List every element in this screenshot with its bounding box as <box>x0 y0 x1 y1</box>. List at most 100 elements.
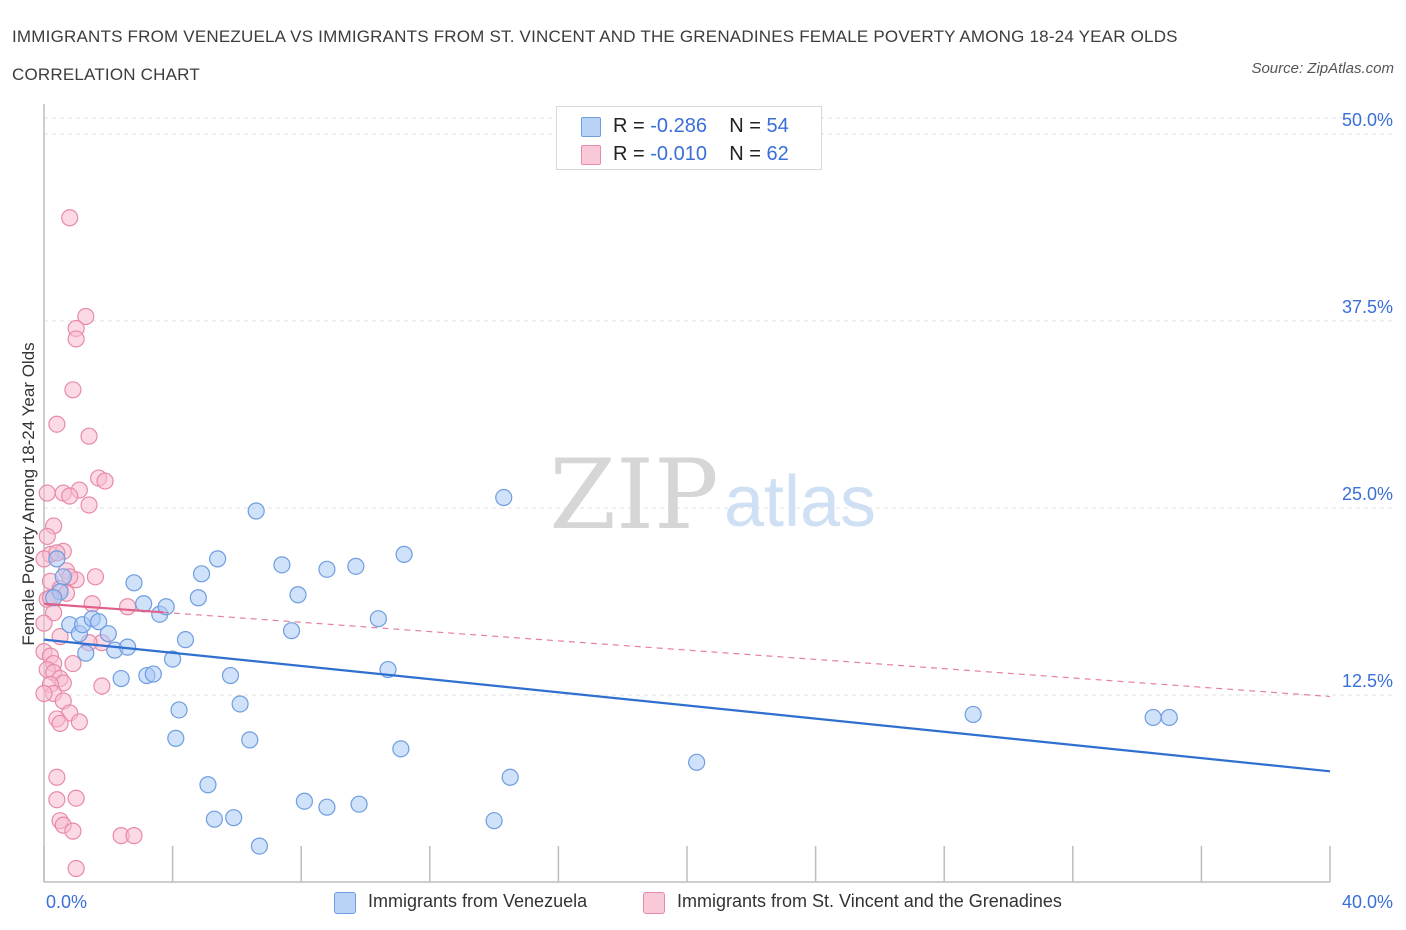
pink-data-point <box>67 789 85 807</box>
pink-data-point <box>38 527 56 546</box>
blue-data-point <box>395 545 413 563</box>
grid-layer <box>44 117 1392 696</box>
blue-data-point <box>369 610 387 628</box>
legend-swatch-pink <box>643 892 665 914</box>
legend-n-value: 54 <box>766 115 789 137</box>
blue-data-point <box>99 625 117 643</box>
blue-series-points <box>45 488 1178 855</box>
legend-r-label: R = <box>613 115 645 137</box>
trend-lines <box>43 602 1331 773</box>
legend-r-value: -0.010 <box>650 143 707 165</box>
blue-data-point <box>964 705 982 724</box>
pink-data-point <box>86 568 105 586</box>
blue-data-point <box>501 768 519 786</box>
blue-data-point <box>1160 708 1178 727</box>
blue-data-point <box>282 622 301 640</box>
blue-data-point <box>164 650 182 668</box>
blue-data-point <box>289 586 307 604</box>
blue-data-point <box>144 665 162 683</box>
blue-data-point <box>205 810 223 828</box>
chart-title: IMMIGRANTS FROM VENEZUELA VS IMMIGRANTS … <box>12 27 1178 84</box>
blue-data-point <box>90 613 108 631</box>
blue-data-point <box>273 556 291 574</box>
blue-data-point <box>241 731 259 749</box>
legend-swatch-blue <box>334 892 356 914</box>
pink-data-point <box>35 684 53 703</box>
y-axis-label: Female Poverty Among 18-24 Year Olds <box>19 342 38 645</box>
blue-data-point <box>167 729 185 747</box>
legend-r-value: -0.286 <box>650 115 707 137</box>
venezuela-trend-line <box>43 638 1331 773</box>
pink-data-point <box>93 677 111 695</box>
pink-data-point <box>77 307 95 326</box>
source-label: Source: ZipAtlas.com <box>1251 60 1394 77</box>
pink-data-point <box>70 713 88 731</box>
blue-data-point <box>318 798 336 816</box>
blue-data-point <box>157 598 175 616</box>
blue-data-point <box>209 550 227 568</box>
blue-data-point <box>54 568 72 586</box>
series-legend: Immigrants from Venezuela Immigrants fro… <box>0 888 1406 918</box>
blue-data-point <box>347 557 365 575</box>
pink-data-point <box>96 472 114 490</box>
pink-data-point <box>80 496 98 514</box>
watermark-atlas: atlas <box>724 462 876 542</box>
blue-data-point <box>189 589 207 607</box>
legend-n-label: N = <box>729 143 761 165</box>
pink-data-point <box>48 415 66 433</box>
pink-data-point <box>64 654 82 673</box>
blue-data-point <box>170 701 188 719</box>
blue-data-point <box>350 795 368 813</box>
legend-label-st-vincent: Immigrants from St. Vincent and the Gren… <box>677 891 1062 911</box>
legend-swatch-blue <box>581 117 601 137</box>
x-tick-label-min: 0.0% <box>46 892 87 912</box>
blue-data-point <box>1144 708 1162 727</box>
pink-data-point <box>83 595 101 613</box>
blue-data-point <box>221 666 240 685</box>
legend-label-venezuela: Immigrants from Venezuela <box>368 891 588 911</box>
watermark-zip: ZIP <box>549 439 718 551</box>
pink-data-point <box>48 791 66 809</box>
pink-data-point <box>125 827 143 845</box>
y-tick-label: 12.5% <box>1342 671 1393 691</box>
legend-n-value: 62 <box>766 143 789 165</box>
pink-data-point <box>67 330 85 348</box>
blue-data-point <box>231 695 249 713</box>
blue-data-point <box>77 644 95 662</box>
pink-data-point <box>61 209 79 227</box>
blue-data-point <box>225 809 243 827</box>
blue-data-point <box>318 560 336 578</box>
pink-data-point <box>61 487 79 505</box>
watermark: ZIP atlas <box>549 439 876 551</box>
blue-data-point <box>135 595 153 613</box>
blue-data-point <box>45 589 63 607</box>
pink-data-point <box>64 822 82 840</box>
pink-data-point <box>80 427 98 445</box>
blue-data-point <box>688 753 706 771</box>
y-tick-label: 25.0% <box>1342 484 1393 504</box>
st-vincent-trend-line-dashed <box>162 611 1331 698</box>
blue-data-point <box>247 502 265 520</box>
legend-r-label: R = <box>613 143 645 165</box>
st-vincent-trend-line-solid <box>43 602 164 614</box>
pink-data-point <box>64 381 82 399</box>
pink-data-point <box>51 714 69 733</box>
pink-data-point <box>48 768 66 786</box>
blue-data-point <box>48 550 66 568</box>
pink-data-point <box>67 859 85 878</box>
blue-data-point <box>485 812 503 830</box>
pink-data-point <box>38 484 56 502</box>
y-tick-label: 37.5% <box>1342 297 1393 317</box>
legend-swatch-pink <box>581 145 601 165</box>
blue-data-point <box>250 837 269 855</box>
pink-data-point <box>118 598 137 616</box>
blue-data-point <box>125 574 143 592</box>
pink-series-points <box>35 209 143 878</box>
x-tick-label-max: 40.0% <box>1342 892 1393 912</box>
blue-data-point <box>192 565 211 583</box>
y-tick-label: 50.0% <box>1342 110 1393 130</box>
blue-data-point <box>392 740 410 758</box>
blue-data-point <box>112 669 130 688</box>
legend-n-label: N = <box>729 115 761 137</box>
